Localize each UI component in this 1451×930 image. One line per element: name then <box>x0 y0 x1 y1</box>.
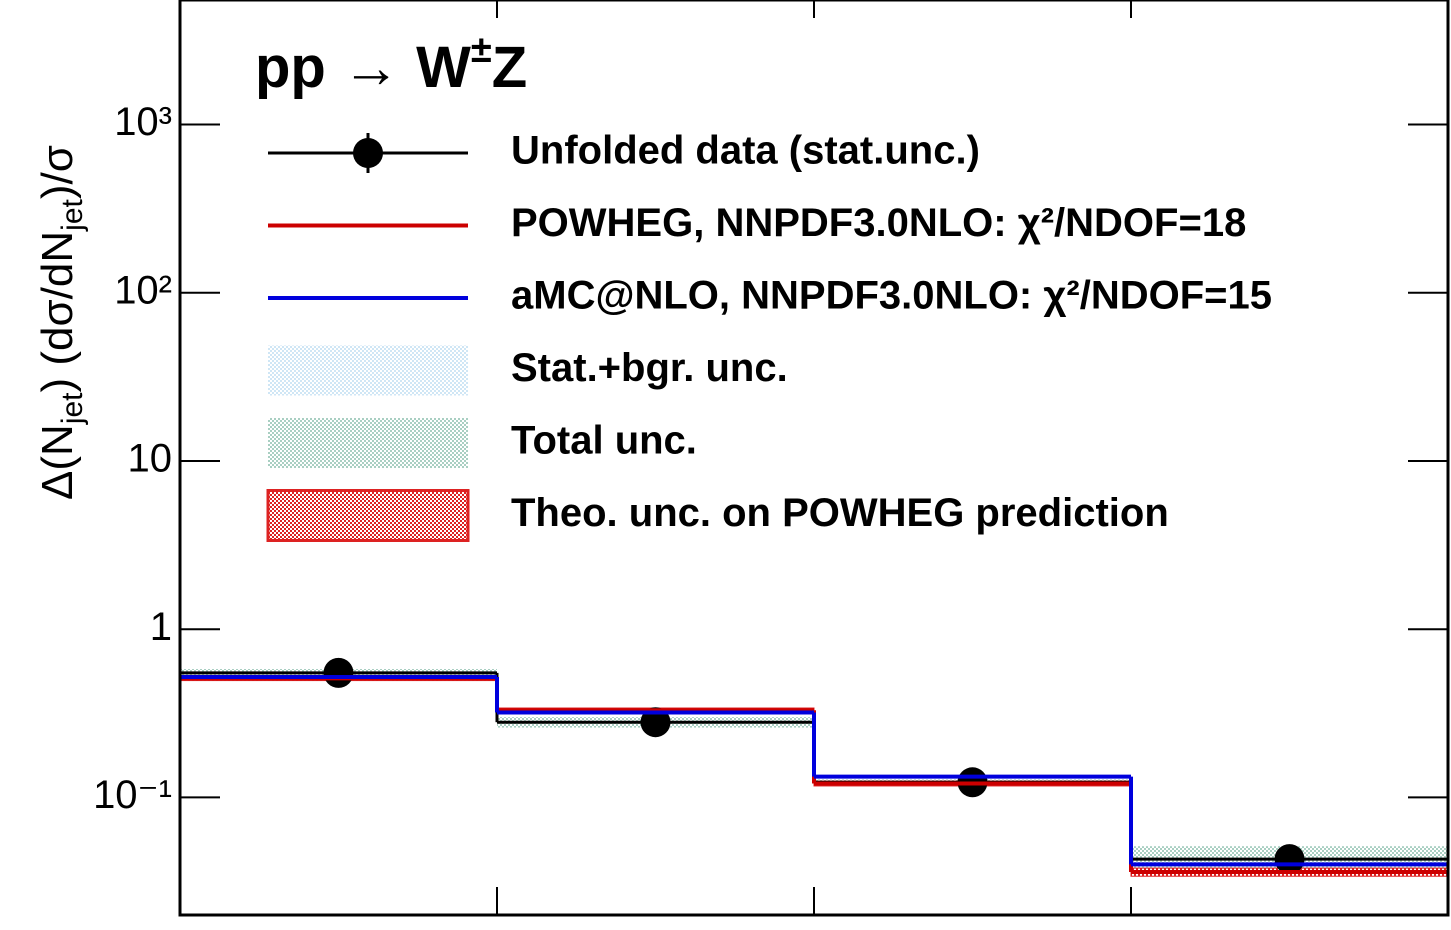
y-tick-label: 10² <box>114 268 172 312</box>
legend-label: Theo. unc. on POWHEG prediction <box>511 491 1169 535</box>
chart-title: pp → W±Z <box>255 29 527 100</box>
legend-label: Stat.+bgr. unc. <box>511 346 788 390</box>
data-point <box>323 657 354 688</box>
label-sub: jet <box>56 198 89 231</box>
legend-label: aMC@NLO, NNPDF3.0NLO: χ²/NDOF=15 <box>511 274 1272 318</box>
y-axis-label: Δ(Njet) (dσ/dNjet)/σ <box>33 145 89 500</box>
y-tick-label: 1 <box>150 605 172 649</box>
legend-marker <box>353 138 383 168</box>
label-part: ) (dσ/dN <box>33 231 82 393</box>
label-sub: jet <box>56 392 89 425</box>
data-point <box>640 707 671 738</box>
legend-swatch <box>268 345 468 396</box>
y-tick-label: 10³ <box>114 100 172 144</box>
legend-label: POWHEG, NNPDF3.0NLO: χ²/NDOF=18 <box>511 201 1246 245</box>
data-point <box>1274 844 1305 875</box>
legend-swatch <box>266 489 470 542</box>
legend-label: Total unc. <box>511 419 697 463</box>
legend-label: Unfolded data (stat.unc.) <box>511 129 980 173</box>
y-tick-label: 10⁻¹ <box>93 773 172 817</box>
title-part: Z <box>492 35 527 100</box>
title-part: pp → W <box>255 35 471 100</box>
title-sup: ± <box>471 29 492 71</box>
y-tick-label: 10 <box>128 437 173 481</box>
label-part: )/σ <box>33 145 82 199</box>
legend-swatch <box>268 418 468 468</box>
label-part: Δ(N <box>33 424 82 500</box>
